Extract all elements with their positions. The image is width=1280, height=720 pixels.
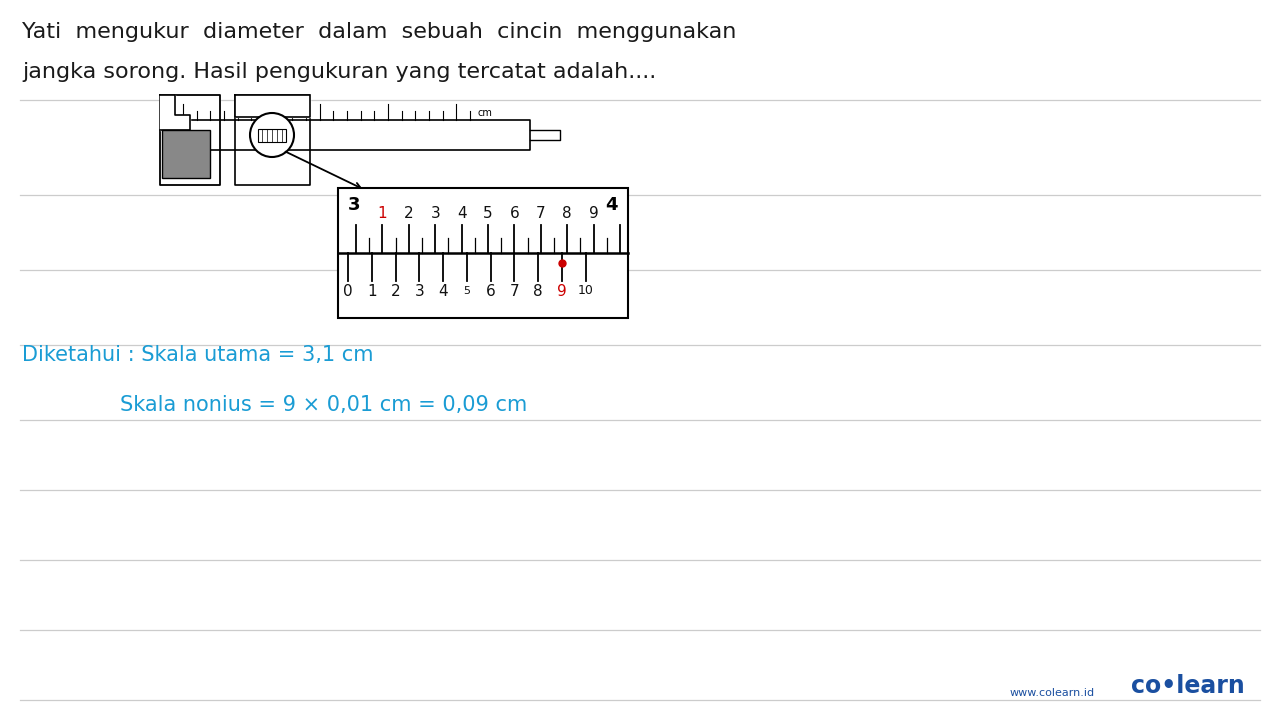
Text: Skala nonius = 9 × 0,01 cm = 0,09 cm: Skala nonius = 9 × 0,01 cm = 0,09 cm xyxy=(120,395,527,415)
Text: 5: 5 xyxy=(483,206,493,221)
Text: 0: 0 xyxy=(343,284,353,299)
Bar xyxy=(259,129,285,142)
Text: co•learn: co•learn xyxy=(1132,674,1245,698)
Text: 5: 5 xyxy=(463,286,470,296)
Text: www.colearn.id: www.colearn.id xyxy=(1010,688,1094,698)
Text: Yati  mengukur  diameter  dalam  sebuah  cincin  menggunakan: Yati mengukur diameter dalam sebuah cinc… xyxy=(22,22,736,42)
Bar xyxy=(163,130,210,178)
Text: 4: 4 xyxy=(438,284,448,299)
Polygon shape xyxy=(530,130,561,140)
Text: Diketahui : Skala utama = 3,1 cm: Diketahui : Skala utama = 3,1 cm xyxy=(22,345,374,365)
Polygon shape xyxy=(160,95,189,130)
Text: 4: 4 xyxy=(605,196,618,214)
Text: 7: 7 xyxy=(536,206,545,221)
Polygon shape xyxy=(160,95,220,185)
Text: 4: 4 xyxy=(457,206,466,221)
Text: 8: 8 xyxy=(562,206,572,221)
Bar xyxy=(338,188,628,318)
Text: 3: 3 xyxy=(430,206,440,221)
Text: 1: 1 xyxy=(367,284,376,299)
Text: jangka sorong. Hasil pengukuran yang tercatat adalah....: jangka sorong. Hasil pengukuran yang ter… xyxy=(22,62,657,82)
Text: 7: 7 xyxy=(509,284,520,299)
Text: 6: 6 xyxy=(509,206,520,221)
Text: 9: 9 xyxy=(557,284,567,299)
Text: 3: 3 xyxy=(348,196,361,214)
Polygon shape xyxy=(236,95,310,117)
Text: 2: 2 xyxy=(390,284,401,299)
Circle shape xyxy=(250,113,294,157)
Text: cm: cm xyxy=(477,108,493,118)
Text: 6: 6 xyxy=(485,284,495,299)
Text: 2: 2 xyxy=(404,206,413,221)
Polygon shape xyxy=(236,95,310,185)
Text: 1: 1 xyxy=(378,206,388,221)
Text: 10: 10 xyxy=(577,284,594,297)
Text: 3: 3 xyxy=(415,284,424,299)
Polygon shape xyxy=(175,120,530,150)
Text: 9: 9 xyxy=(589,206,599,221)
Text: 8: 8 xyxy=(534,284,543,299)
